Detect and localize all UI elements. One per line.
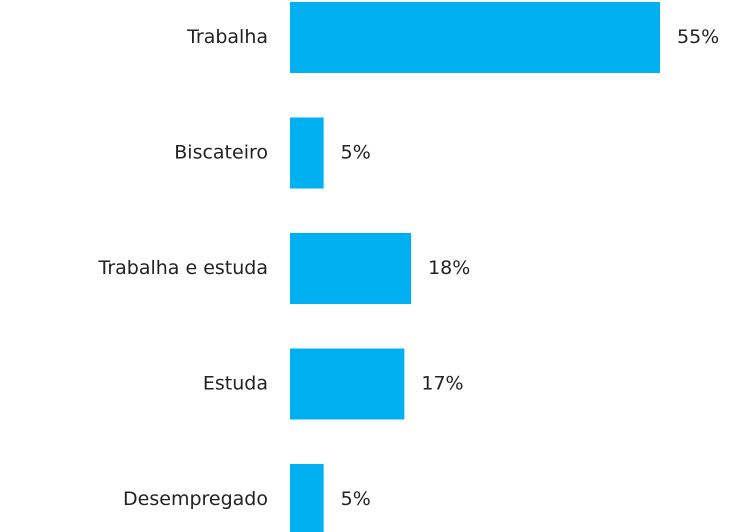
bar	[290, 464, 324, 532]
value-label: 5%	[341, 142, 371, 164]
category-label: Trabalha	[186, 26, 268, 48]
category-label: Trabalha e estuda	[98, 257, 269, 279]
category-label: Biscateiro	[174, 142, 268, 164]
value-label: 17%	[421, 373, 463, 395]
value-label: 18%	[428, 257, 470, 279]
bar	[290, 2, 660, 73]
bar	[290, 117, 324, 189]
category-label: Estuda	[203, 373, 268, 395]
value-label: 5%	[341, 488, 371, 510]
bar	[290, 348, 405, 420]
bar	[290, 233, 412, 304]
category-label: Desempregado	[123, 488, 268, 510]
value-label: 55%	[677, 26, 719, 48]
